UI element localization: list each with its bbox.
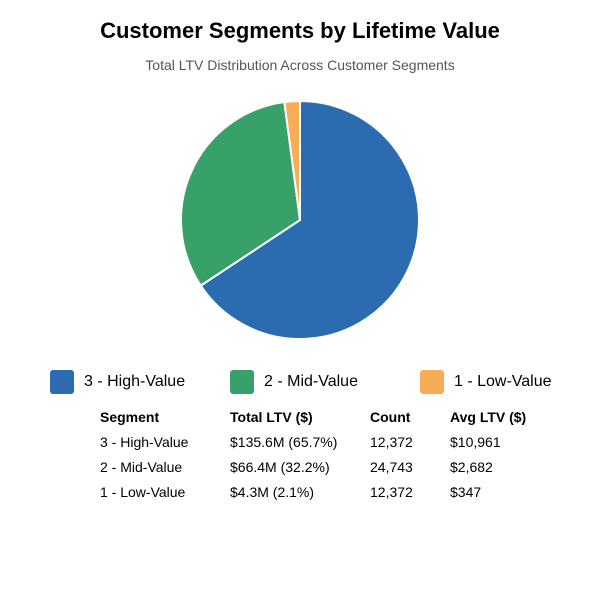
legend-item-low-value: 1 - Low-Value — [420, 370, 552, 394]
cell-total-ltv: $66.4M (32.2%) — [230, 458, 330, 475]
header-avg-ltv: Avg LTV ($) — [450, 408, 527, 425]
table-header-row: Segment Total LTV ($) Count Avg LTV ($) — [100, 404, 540, 429]
table-row: 1 - Low-Value $4.3M (2.1%) 12,372 $347 — [100, 479, 540, 504]
cell-segment: 2 - Mid-Value — [100, 458, 183, 475]
pie-slice-low-value — [283, 99, 301, 221]
summary-table: Segment Total LTV ($) Count Avg LTV ($) … — [100, 404, 540, 504]
legend-swatch-low-value — [420, 370, 444, 394]
legend-swatch-high-value — [50, 370, 74, 394]
legend-label-low-value: 1 - Low-Value — [454, 373, 552, 390]
legend-item-mid-value: 2 - Mid-Value — [230, 370, 358, 394]
header-count: Count — [370, 408, 411, 425]
pie-slice-mid-value — [180, 100, 302, 288]
legend-label-high-value: 3 - High-Value — [84, 373, 186, 390]
cell-avg-ltv: $347 — [450, 483, 482, 500]
table-row: 2 - Mid-Value $66.4M (32.2%) 24,743 $2,6… — [100, 454, 540, 479]
pie-slice-high-value — [199, 99, 420, 340]
legend-label-mid-value: 2 - Mid-Value — [264, 373, 358, 390]
cell-avg-ltv: $2,682 — [450, 458, 493, 475]
cell-count: 24,743 — [370, 458, 413, 475]
pie-chart — [180, 99, 420, 340]
cell-total-ltv: $4.3M (2.1%) — [230, 483, 315, 500]
cell-segment: 3 - High-Value — [100, 433, 189, 450]
header-total-ltv: Total LTV ($) — [230, 408, 313, 425]
chart-subtitle: Total LTV Distribution Across Customer S… — [145, 57, 455, 73]
table-row: 3 - High-Value $135.6M (65.7%) 12,372 $1… — [100, 429, 540, 454]
cell-count: 12,372 — [370, 483, 413, 500]
header-segment: Segment — [100, 408, 160, 425]
cell-segment: 1 - Low-Value — [100, 483, 186, 500]
legend-swatch-mid-value — [230, 370, 254, 394]
legend-item-high-value: 3 - High-Value — [50, 370, 185, 394]
cell-total-ltv: $135.6M (65.7%) — [230, 433, 338, 450]
cell-count: 12,372 — [370, 433, 413, 450]
cell-avg-ltv: $10,961 — [450, 433, 501, 450]
chart-title: Customer Segments by Lifetime Value — [100, 18, 500, 43]
